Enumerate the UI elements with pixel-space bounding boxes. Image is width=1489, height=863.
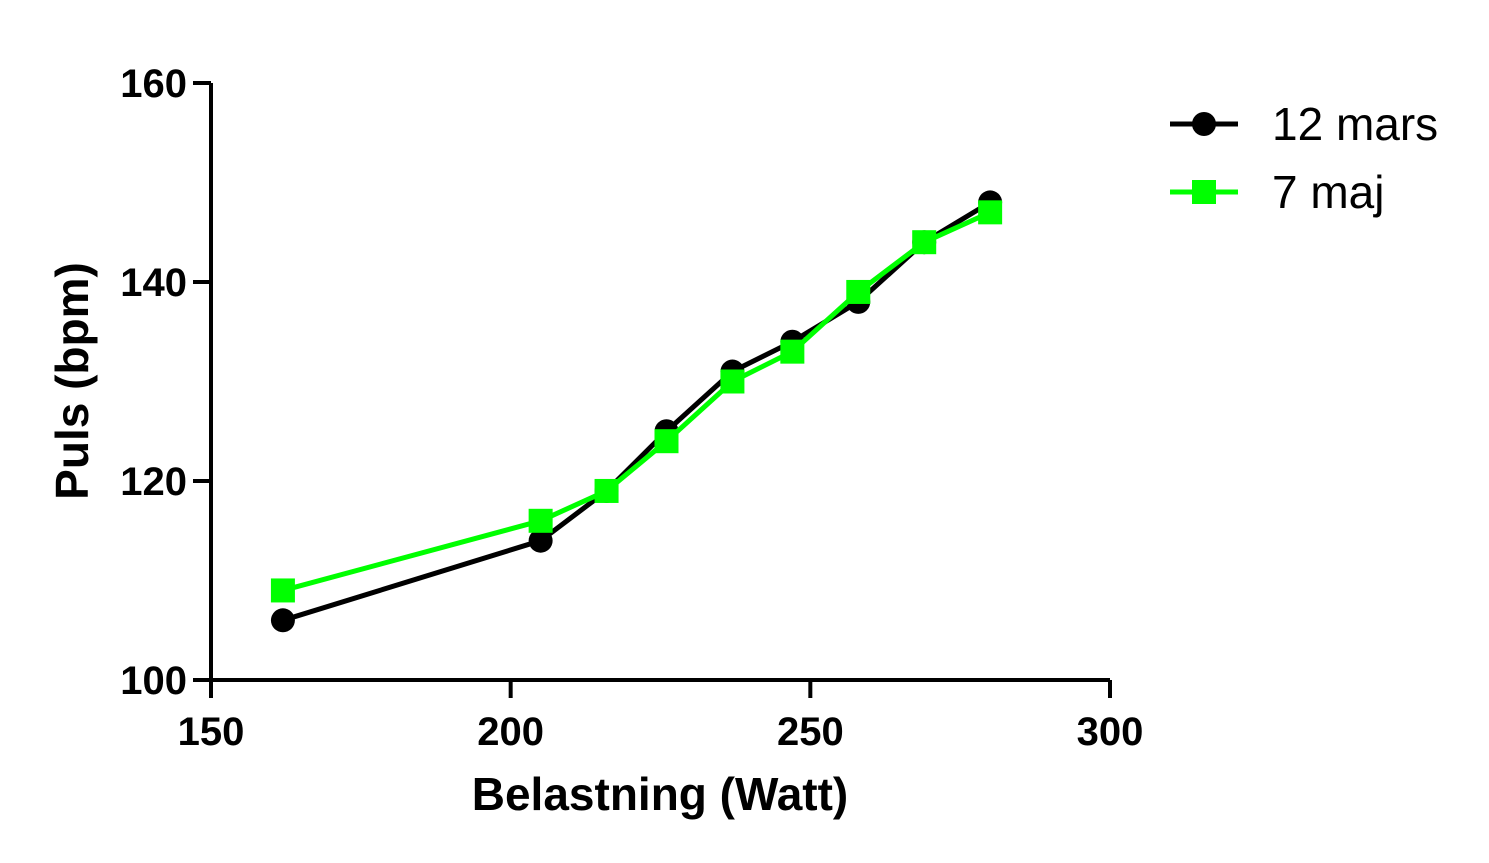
data-point — [594, 478, 619, 503]
data-point — [720, 369, 745, 394]
legend-item: 12 mars — [1170, 98, 1438, 150]
y-tick-label: 160 — [120, 62, 187, 106]
y-tick-label: 140 — [120, 261, 187, 305]
x-tick-label: 300 — [1077, 710, 1144, 754]
axes — [209, 83, 1110, 682]
y-axis-title: Puls (bpm) — [46, 262, 98, 500]
legend: 12 mars 7 maj — [1170, 98, 1438, 218]
data-point — [912, 230, 937, 255]
data-point — [528, 508, 553, 533]
series-line — [282, 200, 992, 623]
x-tick-label: 250 — [777, 710, 844, 754]
x-tick-label: 200 — [477, 710, 544, 754]
series-layer — [270, 190, 1003, 633]
y-tick-label: 100 — [120, 659, 187, 703]
data-point — [978, 200, 1003, 225]
series-line — [282, 210, 992, 593]
data-point — [528, 528, 553, 553]
legend-item: 7 maj — [1170, 166, 1384, 218]
legend-label: 12 mars — [1272, 98, 1438, 150]
legend-marker — [1192, 180, 1216, 204]
x-axis-title: Belastning (Watt) — [472, 768, 849, 820]
series-1 — [270, 200, 1003, 603]
data-point — [846, 279, 871, 304]
data-point — [270, 608, 295, 633]
legend-label: 7 maj — [1272, 166, 1384, 218]
y-ticks: 100 120 140 160 — [120, 62, 211, 703]
data-point — [654, 429, 679, 454]
data-point — [780, 339, 805, 364]
x-tick-label: 150 — [178, 710, 245, 754]
y-tick-label: 120 — [120, 460, 187, 504]
legend-marker — [1192, 112, 1216, 136]
x-ticks: 150 200 250 300 — [178, 680, 1144, 754]
data-point — [270, 578, 295, 603]
